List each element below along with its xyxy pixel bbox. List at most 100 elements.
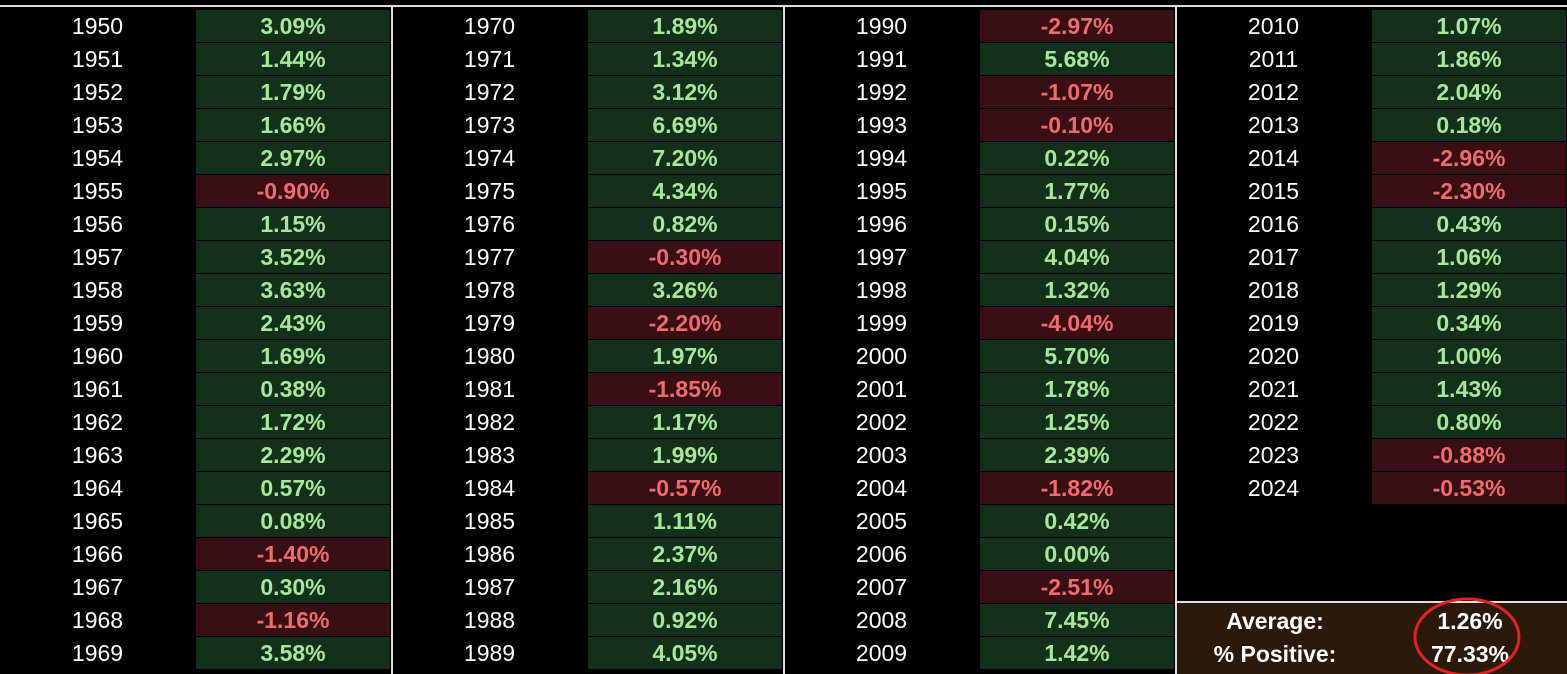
year: 2014: [1247, 145, 1300, 171]
return-value: 0.08%: [196, 505, 390, 537]
year: 1972: [463, 79, 516, 105]
top-border: [0, 5, 1567, 7]
return-value: 0.34%: [1372, 307, 1566, 339]
return-value: -2.96%: [1372, 142, 1566, 174]
return-value: 0.43%: [1372, 208, 1566, 240]
year: 1953: [71, 112, 124, 138]
year: 1967: [71, 574, 124, 600]
year: 1985: [463, 508, 516, 534]
year: 1973: [463, 112, 516, 138]
return-value: 0.18%: [1372, 109, 1566, 141]
summary-label: Average:: [1226, 608, 1324, 634]
year: 1978: [463, 277, 516, 303]
year: 2010: [1247, 13, 1300, 39]
return-value: 1.79%: [196, 76, 390, 108]
year: 1989: [463, 640, 516, 666]
return-value: -1.85%: [588, 373, 782, 405]
return-value: -4.04%: [980, 307, 1174, 339]
return-value: 0.15%: [980, 208, 1174, 240]
return-value: 4.05%: [588, 637, 782, 669]
year: 2024: [1247, 475, 1300, 501]
year: 1976: [463, 211, 516, 237]
year: 1952: [71, 79, 124, 105]
year: 2006: [855, 541, 908, 567]
return-value: -0.53%: [1372, 472, 1566, 504]
year: 1950: [71, 13, 124, 39]
return-value: 0.42%: [980, 505, 1174, 537]
year: 2003: [855, 442, 908, 468]
return-value: 1.32%: [980, 274, 1174, 306]
return-value: 1.44%: [196, 43, 390, 75]
return-value: 1.00%: [1372, 340, 1566, 372]
year: 1979: [463, 310, 516, 336]
return-value: 3.12%: [588, 76, 782, 108]
year: 1961: [71, 376, 124, 402]
return-value: 1.97%: [588, 340, 782, 372]
return-value: 3.26%: [588, 274, 782, 306]
year: 2012: [1247, 79, 1300, 105]
year: 1970: [463, 13, 516, 39]
year: 2018: [1247, 277, 1300, 303]
return-value: 0.22%: [980, 142, 1174, 174]
year: 2015: [1247, 178, 1300, 204]
return-value: 7.20%: [588, 142, 782, 174]
return-value: 1.66%: [196, 109, 390, 141]
return-value: 4.34%: [588, 175, 782, 207]
year: 2017: [1247, 244, 1300, 270]
return-value: 3.09%: [196, 10, 390, 42]
return-value: 0.57%: [196, 472, 390, 504]
return-value: 1.78%: [980, 373, 1174, 405]
year: 1959: [71, 310, 124, 336]
summary-label: % Positive:: [1213, 641, 1337, 667]
return-value: 3.63%: [196, 274, 390, 306]
year: 1955: [71, 178, 124, 204]
year: 1991: [855, 46, 908, 72]
year: 2002: [855, 409, 908, 435]
return-value: 1.42%: [980, 637, 1174, 669]
year: 1971: [463, 46, 516, 72]
return-value: 0.82%: [588, 208, 782, 240]
return-value: 1.25%: [980, 406, 1174, 438]
year: 2019: [1247, 310, 1300, 336]
year: 1964: [71, 475, 124, 501]
return-value: 1.99%: [588, 439, 782, 471]
return-value: 2.39%: [980, 439, 1174, 471]
return-value: 0.00%: [980, 538, 1174, 570]
return-value: 1.89%: [588, 10, 782, 42]
return-value: 7.45%: [980, 604, 1174, 636]
return-value: -1.82%: [980, 472, 1174, 504]
return-value: -0.57%: [588, 472, 782, 504]
return-value: 0.30%: [196, 571, 390, 603]
return-value: 5.68%: [980, 43, 1174, 75]
return-value: 1.07%: [1372, 10, 1566, 42]
year: 1987: [463, 574, 516, 600]
year: 2001: [855, 376, 908, 402]
year: 2007: [855, 574, 908, 600]
return-value: -0.88%: [1372, 439, 1566, 471]
year: 2021: [1247, 376, 1300, 402]
year: 1954: [71, 145, 124, 171]
year: 2005: [855, 508, 908, 534]
return-value: -1.07%: [980, 76, 1174, 108]
year: 1988: [463, 607, 516, 633]
year: 1999: [855, 310, 908, 336]
return-value: 2.16%: [588, 571, 782, 603]
year: 1963: [71, 442, 124, 468]
year: 2020: [1247, 343, 1300, 369]
year: 1998: [855, 277, 908, 303]
return-value: -0.30%: [588, 241, 782, 273]
year: 1966: [71, 541, 124, 567]
return-value: 1.77%: [980, 175, 1174, 207]
year: 1974: [463, 145, 516, 171]
year: 1957: [71, 244, 124, 270]
column-divider: [391, 7, 393, 674]
column-divider: [783, 7, 785, 674]
return-value: 3.58%: [196, 637, 390, 669]
return-value: -2.51%: [980, 571, 1174, 603]
return-value: 2.43%: [196, 307, 390, 339]
year: 1965: [71, 508, 124, 534]
column-divider: [1175, 7, 1177, 674]
return-value: -2.97%: [980, 10, 1174, 42]
return-value: -0.90%: [196, 175, 390, 207]
